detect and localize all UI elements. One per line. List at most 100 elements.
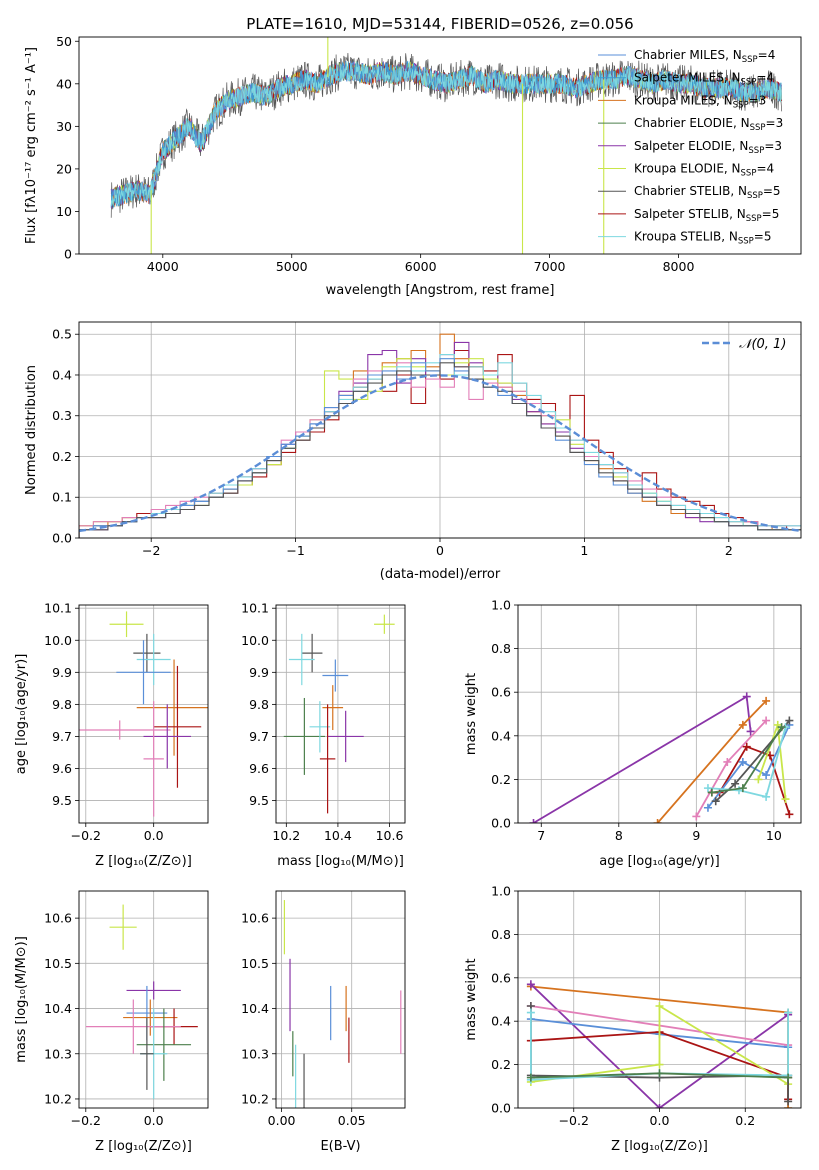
plus-marker	[784, 1073, 793, 1082]
plus-marker	[526, 980, 535, 989]
x-axis-label: Z [log₁₀(Z/Z⊙)]	[95, 1139, 192, 1154]
plus-marker	[731, 779, 740, 788]
y-axis-label: Flux [fλ10⁻¹⁷ erg cm⁻² s⁻¹ A⁻¹]	[24, 47, 39, 244]
legend-subscript: SSP	[742, 55, 758, 65]
plus-marker	[777, 723, 786, 732]
y-tick-label: 9.5	[52, 793, 72, 808]
mass-weight-series	[530, 1004, 789, 1085]
histogram-series	[79, 362, 801, 538]
y-axis-label: Normed distribution	[24, 365, 39, 495]
y-tick-label: 0.0	[491, 816, 511, 831]
axes-frame	[517, 890, 802, 1109]
plus-marker	[707, 788, 716, 797]
y-axis-label: mass weight	[464, 673, 479, 755]
legend-subscript: SSP	[741, 169, 757, 179]
axes-frame	[78, 890, 209, 1109]
y-tick-label: 9.6	[249, 761, 269, 776]
y-tick-label: 9.5	[249, 793, 269, 808]
plot-area	[79, 333, 801, 538]
plus-marker	[785, 810, 794, 819]
plus-marker	[746, 727, 755, 736]
error-bar-point	[85, 999, 181, 1054]
y-tick-label: 9.6	[52, 761, 72, 776]
y-tick-label: 10.3	[44, 1046, 72, 1061]
error-bar-point	[374, 614, 395, 634]
error-bar-point	[136, 659, 208, 756]
y-tick-label: 10.5	[44, 956, 72, 971]
y-tick-label: 0.4	[491, 1014, 511, 1029]
plus-marker	[742, 742, 751, 751]
error-bar-point	[126, 981, 181, 1000]
plus-marker	[655, 1104, 664, 1108]
plot-area	[283, 900, 402, 1108]
x-tick-label: 0.05	[338, 1113, 366, 1128]
x-tick-label: 8000	[663, 259, 695, 274]
x-axis-label: E(B-V)	[320, 1139, 360, 1154]
plus-marker	[784, 1097, 793, 1106]
plus-marker	[723, 757, 732, 766]
y-tick-label: 0.0	[52, 531, 72, 546]
x-tick-label: 0.0	[144, 828, 164, 843]
legend-suffix: =5	[762, 207, 780, 221]
x-axis-label: age [log₁₀(age/yr)]	[599, 854, 720, 869]
y-tick-label: 0.2	[491, 1057, 511, 1072]
plus-marker	[526, 1008, 535, 1017]
plus-marker	[692, 812, 701, 821]
plus-marker	[653, 819, 662, 823]
y-tick-label: 0.3	[52, 408, 72, 423]
error-bar-point	[136, 633, 171, 686]
panel-spectrum: 4000 5000 6000 7000 8000 0 10 20 30 40 50 wavelengt…	[24, 34, 802, 298]
error-bar-point	[143, 701, 164, 817]
x-tick-label: −0.2	[559, 1113, 589, 1128]
axes-frame	[78, 36, 802, 255]
x-axis-label: (data-model)/error	[380, 567, 501, 582]
plus-marker	[711, 797, 720, 806]
legend-suffix: =5	[754, 230, 772, 244]
legend-subscript: SSP	[750, 123, 766, 133]
legend-label: Chabrier STELIB, NSSP=5	[634, 184, 781, 201]
plus-marker	[529, 819, 538, 823]
plus-marker	[738, 784, 747, 793]
x-tick-label: −0.2	[71, 1113, 101, 1128]
plus-marker	[655, 1002, 664, 1011]
error-bar-point	[301, 633, 323, 673]
legend-label: 𝒩(0, 1)	[739, 337, 786, 352]
y-tick-label: 20	[56, 161, 72, 176]
panel-age-vs-Z: −0.2 0.0 9.5 9.6 9.7 9.8 9.9 10.0 10.1 Z [log₁₀(Z…	[14, 601, 209, 869]
panel-mass-vs-Z: −0.2 0.0 10.2 10.3 10.4 10.5 10.6 Z [log₁₀(Z/Z⊙…	[14, 890, 209, 1154]
x-tick-label: 10.6	[376, 828, 404, 843]
x-tick-label: 5000	[276, 259, 308, 274]
plus-marker	[754, 775, 763, 784]
y-tick-label: 9.7	[52, 729, 72, 744]
histogram-series	[79, 362, 801, 538]
plus-marker	[526, 1073, 535, 1082]
error-bar-point	[109, 904, 137, 950]
y-tick-label: 0.5	[52, 327, 72, 342]
plus-marker	[703, 784, 712, 793]
error-bar-point	[283, 697, 326, 775]
panel-mass-weight-vs-Z: −0.2 0.0 0.2 0.0 0.2 0.4 0.6 0.8 1.0 Z [log₁₀(Z/Z…	[464, 884, 802, 1154]
axes-frame	[78, 321, 802, 539]
legend: Chabrier MILES, NSSP=4 Salpeter MILES, NS…	[598, 48, 783, 247]
legend-suffix: =4	[756, 71, 774, 85]
x-tick-label: −1	[286, 543, 304, 558]
x-tick-label: 10.4	[324, 828, 352, 843]
y-tick-label: 10.6	[241, 911, 269, 926]
y-tick-label: 10.0	[44, 633, 72, 648]
y-tick-label: 0.2	[52, 449, 72, 464]
error-bar-point	[327, 710, 364, 763]
error-bar-point	[109, 611, 144, 638]
y-tick-label: 9.8	[52, 697, 72, 712]
error-bar-point	[288, 633, 315, 686]
axes-frame	[275, 604, 406, 824]
y-tick-label: 50	[56, 34, 72, 49]
plot-area	[79, 611, 208, 817]
legend-subscript: SSP	[746, 214, 762, 224]
x-axis-label: mass [log₁₀(M/M⊙)]	[277, 854, 404, 869]
y-tick-label: 10.1	[44, 601, 72, 616]
panel-age-vs-mass: 10.2 10.4 10.6 9.5 9.6 9.7 9.8 9.9 10.0 10.1 mass …	[241, 601, 406, 869]
y-tick-label: 10.2	[241, 1091, 269, 1106]
x-tick-label: 1	[580, 543, 588, 558]
grid	[276, 605, 405, 823]
legend-subscript: SSP	[747, 191, 763, 201]
